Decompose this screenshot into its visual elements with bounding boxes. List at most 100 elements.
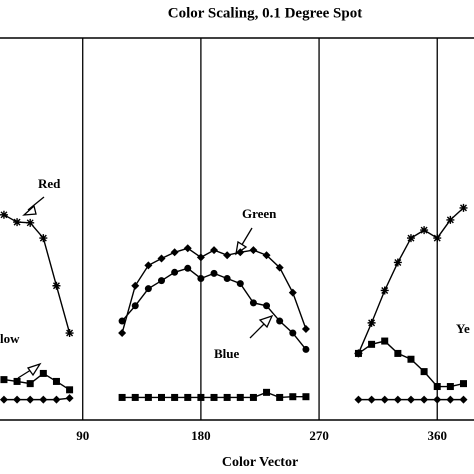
x-tick-label: 360 bbox=[427, 428, 447, 443]
point bbox=[249, 299, 257, 307]
point bbox=[446, 383, 454, 391]
series-line bbox=[3, 214, 71, 334]
x-tick-label: 90 bbox=[76, 428, 89, 443]
point bbox=[210, 393, 218, 401]
point bbox=[210, 246, 219, 255]
point bbox=[406, 234, 415, 243]
point bbox=[433, 383, 441, 391]
point bbox=[302, 345, 310, 353]
point bbox=[302, 393, 310, 401]
point bbox=[263, 302, 271, 310]
point bbox=[433, 395, 442, 404]
point bbox=[249, 246, 258, 255]
point bbox=[39, 234, 48, 243]
point bbox=[26, 218, 35, 227]
point bbox=[26, 395, 35, 404]
point bbox=[394, 349, 402, 357]
point bbox=[184, 393, 192, 401]
point bbox=[52, 281, 61, 290]
point bbox=[118, 393, 126, 401]
point bbox=[210, 269, 218, 277]
point bbox=[65, 394, 74, 403]
x-tick-label: 180 bbox=[191, 428, 211, 443]
point bbox=[131, 302, 139, 310]
point bbox=[13, 395, 22, 404]
point bbox=[381, 337, 389, 345]
point bbox=[157, 254, 166, 263]
point bbox=[171, 268, 179, 276]
point bbox=[158, 277, 166, 285]
annotation: Blue bbox=[214, 346, 240, 361]
point bbox=[144, 285, 152, 293]
point bbox=[197, 393, 205, 401]
point bbox=[170, 248, 179, 257]
point bbox=[183, 244, 192, 253]
point bbox=[407, 355, 415, 363]
point bbox=[65, 329, 74, 338]
point bbox=[52, 377, 60, 385]
point bbox=[420, 226, 429, 235]
point bbox=[380, 286, 389, 295]
point bbox=[236, 393, 244, 401]
point bbox=[276, 393, 284, 401]
annotation: Red bbox=[38, 176, 61, 191]
point bbox=[367, 318, 376, 327]
point bbox=[26, 380, 34, 388]
point bbox=[393, 258, 402, 267]
point bbox=[52, 395, 61, 404]
x-tick-label: 270 bbox=[309, 428, 329, 443]
point bbox=[196, 253, 205, 262]
point bbox=[144, 261, 153, 270]
point bbox=[275, 263, 284, 272]
point bbox=[118, 317, 126, 325]
point bbox=[118, 329, 127, 338]
point bbox=[301, 325, 310, 334]
point bbox=[223, 393, 231, 401]
point bbox=[420, 368, 428, 376]
point bbox=[158, 393, 166, 401]
series-line bbox=[358, 340, 464, 388]
point bbox=[289, 393, 297, 401]
point bbox=[262, 251, 271, 260]
point bbox=[249, 393, 257, 401]
annotation: Green bbox=[242, 206, 277, 221]
point bbox=[39, 395, 48, 404]
point bbox=[131, 393, 139, 401]
point bbox=[236, 248, 245, 257]
point bbox=[144, 393, 152, 401]
point bbox=[459, 203, 468, 212]
point bbox=[446, 395, 455, 404]
point bbox=[13, 218, 22, 227]
point bbox=[0, 376, 8, 384]
annotation: low bbox=[0, 331, 20, 346]
point bbox=[171, 393, 179, 401]
chart-title: Color Scaling, 0.1 Degree Spot bbox=[168, 5, 362, 21]
point bbox=[236, 280, 244, 288]
point bbox=[354, 395, 363, 404]
point bbox=[288, 288, 297, 297]
point bbox=[289, 329, 297, 337]
point bbox=[263, 388, 271, 396]
point bbox=[0, 210, 8, 219]
point bbox=[367, 395, 376, 404]
point bbox=[459, 395, 468, 404]
annotation: Ye bbox=[456, 321, 470, 336]
x-axis-label: Color Vector bbox=[222, 455, 298, 470]
point bbox=[380, 395, 389, 404]
point bbox=[197, 274, 205, 282]
point bbox=[459, 380, 467, 388]
point bbox=[223, 251, 232, 260]
point bbox=[223, 274, 231, 282]
point bbox=[446, 215, 455, 224]
point bbox=[131, 281, 140, 290]
series-line bbox=[357, 207, 464, 354]
series-line bbox=[121, 267, 307, 350]
point bbox=[66, 386, 74, 394]
point bbox=[354, 349, 362, 357]
point bbox=[406, 395, 415, 404]
point bbox=[13, 377, 21, 385]
point bbox=[393, 395, 402, 404]
point bbox=[368, 340, 376, 348]
point bbox=[39, 369, 47, 377]
